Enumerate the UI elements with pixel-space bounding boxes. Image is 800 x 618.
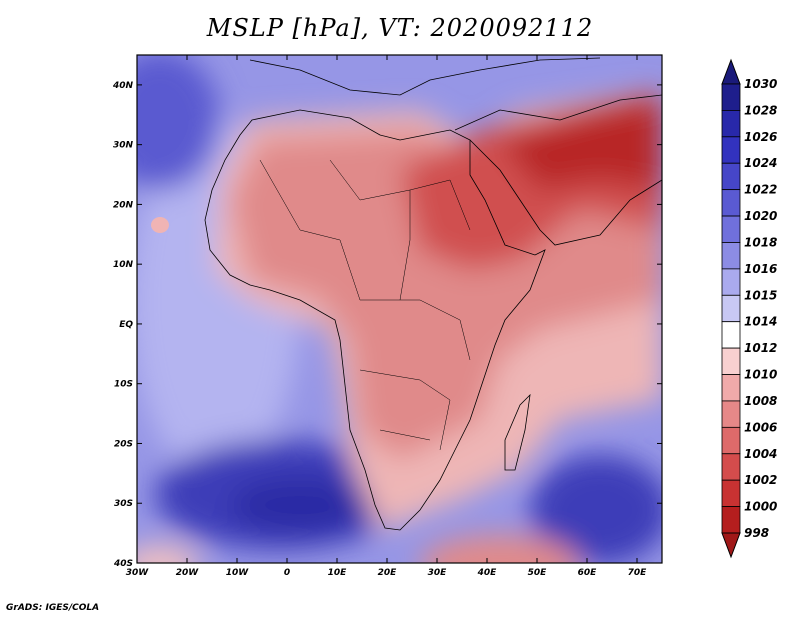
lat-tick-label: 20S: [114, 439, 133, 449]
colorbar: 1030 1028 1026 1024 1022 1020 1018 1016 1015 1014…: [721, 58, 777, 559]
grads-credit: GrADS: IGES/COLA: [6, 603, 100, 613]
lon-tick-label: 60E: [578, 568, 598, 578]
lat-tick-label: 10N: [113, 260, 134, 270]
map-frame: [136, 54, 663, 564]
colorbar-segment: [721, 110, 741, 138]
lon-tick-label: 10E: [328, 568, 348, 578]
colorbar-segment: [721, 294, 741, 323]
colorbar-label: 1028: [744, 103, 777, 117]
longitude-axis: 30W 20W 10W 0 10E 20E 30E 40E 50E 60E 70E: [126, 55, 647, 578]
colorbar-label: 1006: [744, 420, 777, 434]
colorbar-segment: [721, 83, 741, 111]
colorbar-segment: [721, 374, 741, 402]
lon-tick-label: 30W: [126, 568, 150, 578]
map-title: MSLP [hPa], VT: 2020092112: [206, 14, 594, 42]
colorbar-segment: [721, 479, 741, 507]
colorbar-segment: [721, 189, 741, 217]
colorbar-label: 1022: [744, 183, 777, 197]
lon-tick-label: 0: [284, 568, 290, 578]
lon-tick-label: 10W: [226, 568, 250, 578]
colorbar-label: 1008: [744, 394, 777, 408]
colorbar-label: 1012: [744, 341, 777, 355]
lat-tick-label: 30S: [114, 499, 133, 509]
colorbar-segment: [721, 506, 741, 534]
lon-tick-label: 50E: [528, 568, 548, 578]
colorbar-label: 1002: [744, 473, 777, 487]
colorbar-top-arrow: [721, 58, 741, 85]
pressure-field: [137, 55, 662, 563]
country-borders: [259, 159, 471, 451]
colorbar-label: 1014: [744, 315, 777, 329]
lon-tick-label: 20W: [176, 568, 200, 578]
colorbar-segment: [721, 215, 741, 243]
latitude-axis: 40N 30N 20N 10N EQ 10S 20S 30S 40S: [112, 81, 662, 569]
colorbar-label: 1004: [744, 447, 777, 461]
lat-tick-label: 30N: [113, 141, 134, 151]
colorbar-label: 1010: [744, 368, 777, 382]
colorbar-label: 1018: [744, 235, 777, 249]
colorbar-segment: [721, 453, 741, 481]
colorbar-segment: [721, 242, 741, 270]
colorbar-bottom-arrow: [721, 532, 741, 559]
lon-tick-label: 30E: [428, 568, 448, 578]
lon-tick-label: 20E: [378, 568, 398, 578]
lat-tick-label: EQ: [119, 320, 133, 330]
colorbar-segment: [721, 136, 741, 164]
colorbar-segment: [721, 268, 741, 296]
colorbar-label: 1024: [744, 156, 777, 170]
colorbar-segment: [721, 426, 741, 455]
coastlines: [204, 57, 662, 531]
lat-tick-label: 10S: [114, 380, 133, 390]
lon-tick-label: 70E: [628, 568, 648, 578]
colorbar-segment: [721, 162, 741, 191]
colorbar-label: 1030: [744, 77, 777, 91]
colorbar-segment: [721, 400, 741, 428]
colorbar-label: 1015: [744, 288, 777, 302]
colorbar-label: 998: [744, 526, 769, 540]
colorbar-segment: [721, 321, 741, 349]
lat-tick-label: 20N: [113, 200, 134, 210]
colorbar-label: 1000: [744, 500, 777, 514]
colorbar-label: 1026: [744, 130, 777, 144]
colorbar-label: 1020: [744, 209, 777, 223]
lat-tick-label: 40S: [113, 559, 133, 569]
lon-tick-label: 40E: [477, 568, 498, 578]
colorbar-segment: [721, 347, 741, 375]
colorbar-label: 1016: [744, 262, 777, 276]
lat-tick-label: 40N: [112, 81, 134, 91]
